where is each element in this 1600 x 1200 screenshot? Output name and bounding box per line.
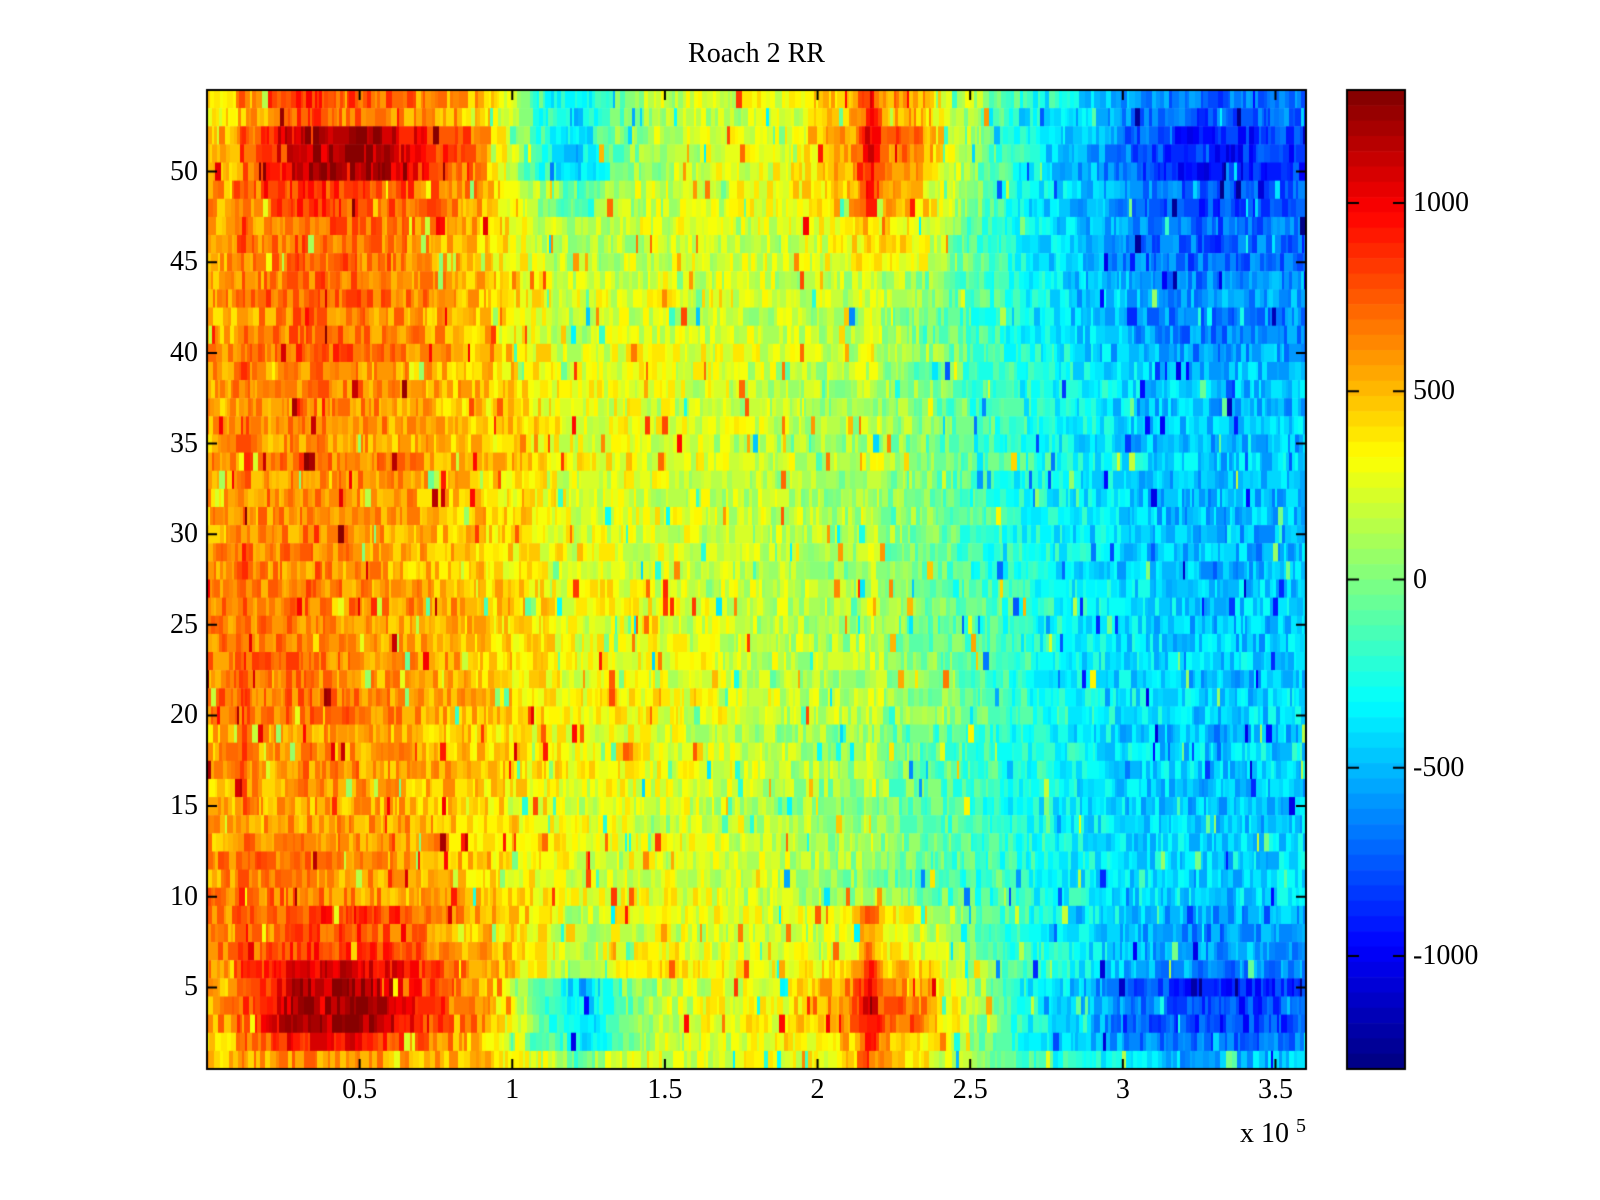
colorbar-tick-label: 0 bbox=[1413, 563, 1427, 595]
y-tick-label: 45 bbox=[170, 246, 198, 278]
y-tick-label: 5 bbox=[184, 971, 198, 1003]
colorbar-tick-label: 500 bbox=[1413, 375, 1455, 407]
x-axis-exponent-label: x 10 5 bbox=[1240, 1116, 1306, 1148]
y-tick-label: 25 bbox=[170, 608, 198, 640]
axis-exponent-power: 5 bbox=[1296, 1114, 1306, 1137]
x-tick-label: 2.5 bbox=[952, 1074, 988, 1105]
x-tick-label: 3 bbox=[1115, 1074, 1130, 1105]
y-tick-label: 20 bbox=[170, 699, 198, 731]
x-tick-label: 1 bbox=[505, 1074, 520, 1105]
y-tick-label: 35 bbox=[170, 427, 198, 459]
y-tick-label: 30 bbox=[170, 518, 198, 550]
colorbar-tick-label: -500 bbox=[1413, 751, 1465, 783]
x-tick-label: 3.5 bbox=[1257, 1074, 1293, 1105]
y-tick-label: 15 bbox=[170, 790, 198, 822]
colorbar-tick-label: 1000 bbox=[1413, 186, 1469, 218]
axis-exponent-base: x 10 bbox=[1240, 1118, 1296, 1150]
x-tick-label: 1.5 bbox=[647, 1074, 683, 1105]
y-tick-label: 40 bbox=[170, 336, 198, 368]
colorbar-tick-label: -1000 bbox=[1413, 940, 1479, 972]
plot-title: Roach 2 RR bbox=[688, 38, 825, 69]
x-tick-label: 2 bbox=[810, 1074, 825, 1105]
y-tick-label: 10 bbox=[170, 880, 198, 912]
y-tick-label: 50 bbox=[170, 155, 198, 187]
x-tick-label: 0.5 bbox=[342, 1074, 378, 1105]
